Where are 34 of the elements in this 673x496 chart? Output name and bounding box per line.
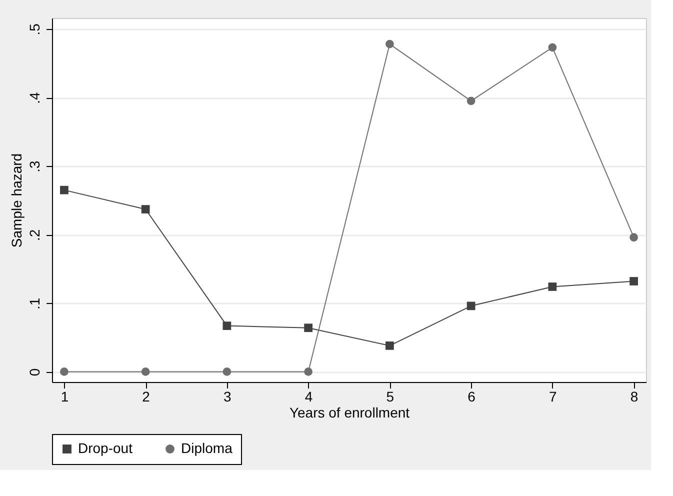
- x-tick-label: 1: [60, 388, 69, 404]
- point: [386, 40, 394, 48]
- point: [630, 277, 638, 286]
- point: [548, 282, 557, 291]
- y-tick-label: .3: [26, 160, 42, 172]
- y-tick-label: .2: [26, 229, 42, 241]
- point: [386, 341, 394, 350]
- y-tick-label: .5: [26, 23, 42, 36]
- point: [548, 43, 557, 52]
- x-tick-label: 5: [386, 388, 394, 404]
- point: [60, 368, 68, 376]
- x-tick-label: 6: [468, 388, 476, 404]
- x-axis-title: Years of enrollment: [289, 404, 410, 420]
- x-tick-label: 8: [630, 388, 638, 404]
- point: [141, 368, 150, 376]
- point: [304, 324, 312, 332]
- y-tick-label: .1: [26, 298, 42, 310]
- x-tick-label: 2: [142, 388, 150, 404]
- x-tick-label: 7: [549, 388, 558, 404]
- point: [222, 322, 232, 330]
- point: [630, 233, 638, 242]
- x-tick-label: 3: [224, 388, 232, 404]
- point: [466, 302, 476, 310]
- point: [466, 96, 476, 106]
- y-tick-label: 0: [26, 368, 42, 376]
- point: [304, 368, 312, 376]
- y-tick-label: .4: [26, 92, 42, 104]
- point: [222, 368, 232, 376]
- legend-label: Diploma: [181, 440, 233, 456]
- point: [141, 205, 150, 214]
- legend-label: Drop-out: [78, 440, 133, 456]
- point: [60, 186, 68, 194]
- y-axis-title: Sample hazard: [8, 153, 24, 248]
- x-tick-label: 4: [304, 388, 313, 404]
